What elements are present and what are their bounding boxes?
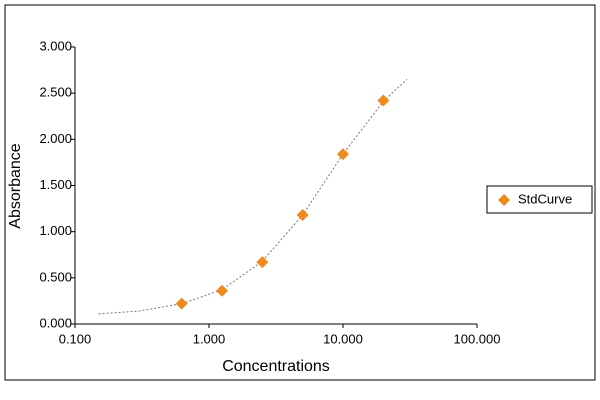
point <box>296 209 309 222</box>
x-tick-label: 10.000 <box>323 331 363 346</box>
point <box>256 256 269 269</box>
x-tick-label: 1.000 <box>193 331 226 346</box>
y-tick-label: 2.000 <box>39 131 72 146</box>
y-tick-label: 2.500 <box>39 85 72 100</box>
y-axis-label: Absorbance <box>7 143 24 228</box>
y-tick-label: 3.000 <box>39 38 72 53</box>
legend-label: StdCurve <box>518 191 572 206</box>
point <box>377 94 390 107</box>
x-axis-label: Concentrations <box>222 358 330 375</box>
legend-marker <box>498 194 510 206</box>
point <box>215 284 228 297</box>
point <box>337 148 349 161</box>
x-tick-label: 0.100 <box>59 331 92 346</box>
y-tick-label: 1.500 <box>39 177 72 192</box>
y-tick-label: 0.000 <box>39 315 72 330</box>
y-tick-label: 0.500 <box>39 269 72 284</box>
y-tick-label: 1.000 <box>39 223 72 238</box>
point <box>175 297 188 310</box>
x-tick-label: 100.000 <box>454 331 501 346</box>
